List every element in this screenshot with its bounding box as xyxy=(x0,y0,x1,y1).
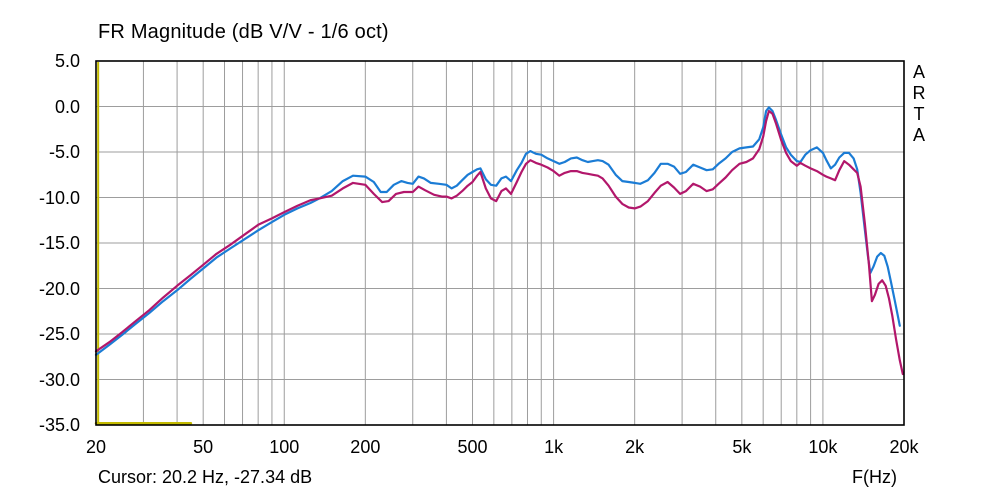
x-tick-label: 200 xyxy=(350,437,381,457)
x-tick-label: 500 xyxy=(457,437,488,457)
y-tick-label: -35.0 xyxy=(38,415,80,435)
y-tick-label: -20.0 xyxy=(38,278,80,299)
fr-curve-blue xyxy=(94,106,901,356)
chart-title: FR Magnitude (dB V/V - 1/6 oct) xyxy=(98,21,389,43)
plot-border xyxy=(95,60,905,426)
y-tick-label: 5.0 xyxy=(54,51,80,71)
arta-logo-letter: A xyxy=(912,125,925,145)
y-tick-label: -30.0 xyxy=(38,369,80,390)
x-tick-label: 20k xyxy=(889,437,919,457)
frequency-axis-label: F(Hz) xyxy=(852,467,897,487)
y-tick-label: -5.0 xyxy=(48,142,80,162)
arta-logo-letter: A xyxy=(912,62,925,82)
arta-logo-letter: T xyxy=(913,104,925,124)
x-tick-label: 100 xyxy=(269,437,300,457)
x-tick-label: 2k xyxy=(625,437,645,457)
x-tick-label: 5k xyxy=(732,437,752,457)
arta-logo-letter: R xyxy=(912,83,926,103)
fr-curve-magenta xyxy=(94,109,904,376)
y-tick-label: -15.0 xyxy=(38,233,80,253)
y-tick-label: 0.0 xyxy=(54,96,80,117)
cursor-readout: Cursor: 20.2 Hz, -27.34 dB xyxy=(98,467,313,487)
y-tick-label: -25.0 xyxy=(38,324,80,344)
y-tick-label: -10.0 xyxy=(38,187,80,208)
x-tick-label: 20 xyxy=(85,437,107,457)
x-tick-label: 50 xyxy=(193,437,214,457)
x-tick-label: 10k xyxy=(808,437,838,457)
x-tick-label: 1k xyxy=(544,437,564,457)
